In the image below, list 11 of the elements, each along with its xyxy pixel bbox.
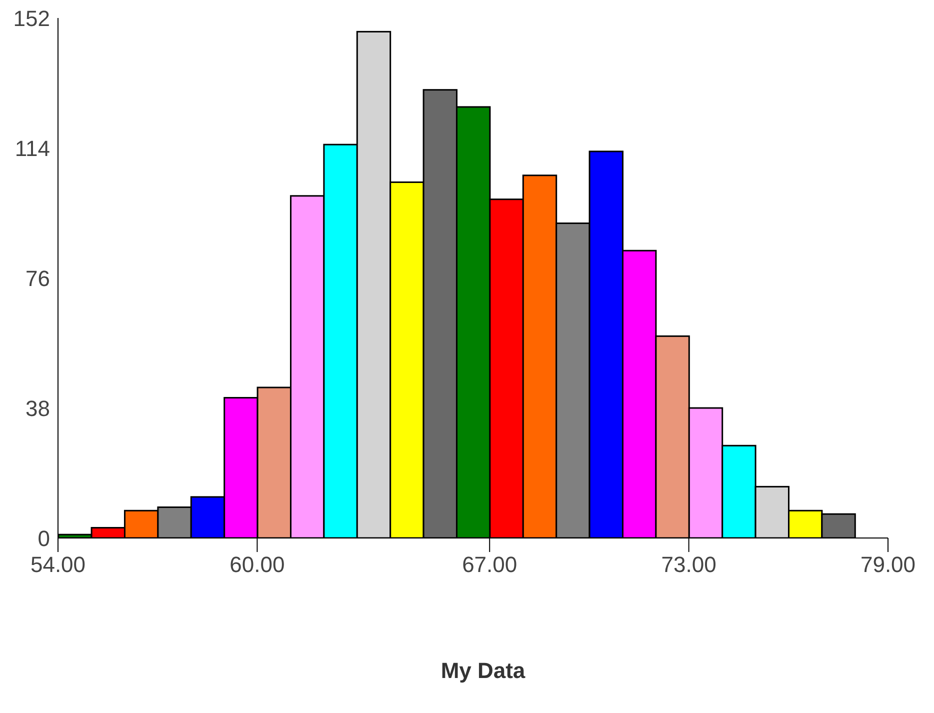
- x-tick-label: 54.00: [30, 552, 86, 577]
- x-axis-title: My Data: [440, 658, 526, 684]
- y-tick-label: 114: [14, 136, 50, 161]
- x-tick-label: 73.00: [661, 552, 716, 577]
- x-tick-label: 79.00: [860, 552, 916, 577]
- x-tick-label: 60.00: [230, 552, 285, 577]
- y-tick-label: 38: [26, 396, 50, 421]
- x-tick-label: 67.00: [462, 552, 518, 577]
- y-tick-label: 0: [38, 526, 50, 551]
- y-tick-label: 152: [13, 6, 50, 31]
- y-tick-label: 76: [26, 266, 50, 291]
